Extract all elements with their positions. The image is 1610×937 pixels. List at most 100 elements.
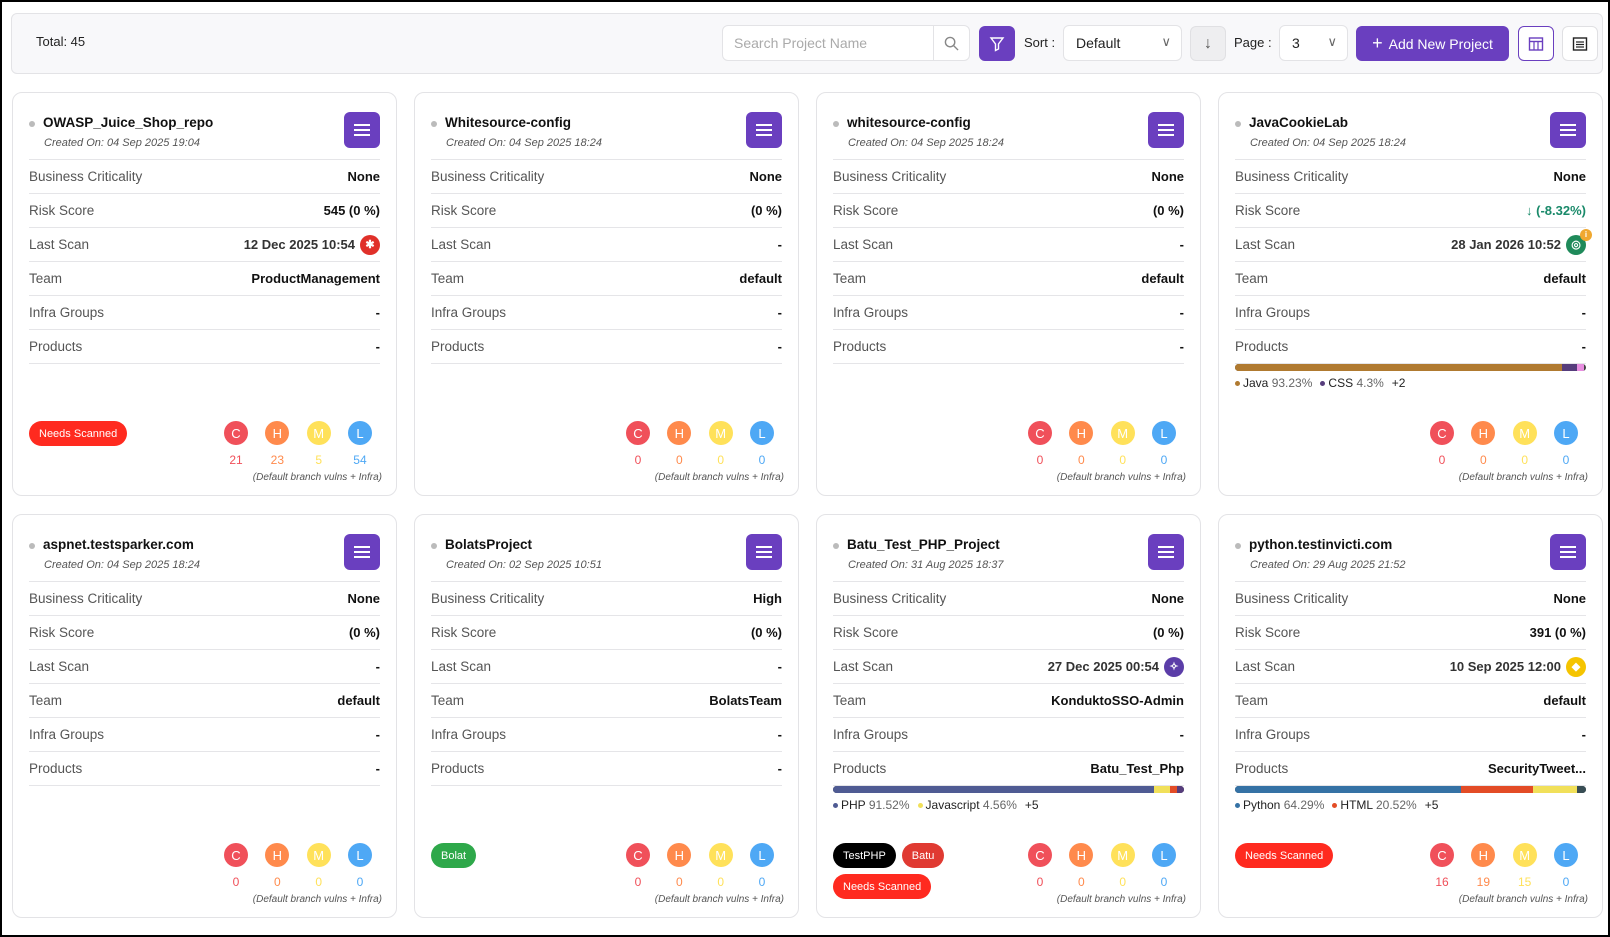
severity-count[interactable]: 0 <box>717 453 724 467</box>
project-card[interactable]: BolatsProject Created On: 02 Sep 2025 10… <box>414 514 799 918</box>
project-card[interactable]: Batu_Test_PHP_Project Created On: 31 Aug… <box>816 514 1201 918</box>
project-menu-button[interactable] <box>344 112 380 148</box>
tag-badge[interactable]: Needs Scanned <box>29 421 128 446</box>
add-new-project-button[interactable]: + Add New Project <box>1356 26 1509 61</box>
sort-select[interactable]: Default ∨ <box>1063 25 1182 61</box>
page-value: 3 <box>1292 35 1300 51</box>
detail-label: Last Scan <box>1235 659 1296 674</box>
severity-count[interactable]: 19 <box>1476 875 1490 889</box>
hamburger-icon <box>756 124 772 136</box>
project-name[interactable]: whitesource-config <box>847 115 971 130</box>
severity-count[interactable]: 54 <box>353 453 367 467</box>
severity-count[interactable]: 0 <box>1077 875 1085 889</box>
severity-badge: H <box>1471 843 1496 867</box>
severity-count[interactable]: 21 <box>229 453 243 467</box>
severity-count[interactable]: 0 <box>1521 453 1528 467</box>
filter-button[interactable] <box>979 26 1015 61</box>
list-view-button[interactable] <box>1562 26 1598 61</box>
severity-count[interactable]: 0 <box>232 875 240 889</box>
status-dot <box>29 121 35 127</box>
project-card[interactable]: python.testinvicti.com Created On: 29 Au… <box>1218 514 1603 918</box>
project-name[interactable]: aspnet.testsparker.com <box>43 537 194 552</box>
severity-count[interactable]: 5 <box>315 453 322 467</box>
project-card[interactable]: Whitesource-config Created On: 04 Sep 20… <box>414 92 799 496</box>
detail-value: - <box>375 761 380 776</box>
project-card[interactable]: whitesource-config Created On: 04 Sep 20… <box>816 92 1201 496</box>
detail-label: Team <box>1235 693 1269 708</box>
severity-count[interactable]: 0 <box>758 453 766 467</box>
severity-count[interactable]: 0 <box>634 875 642 889</box>
severity-count[interactable]: 0 <box>1036 453 1044 467</box>
project-name[interactable]: OWASP_Juice_Shop_repo <box>43 115 214 130</box>
severity-summary: C H M L 0 0 0 0 (Default branch vulns + Infra) <box>1022 843 1186 905</box>
project-card[interactable]: aspnet.testsparker.com Created On: 04 Se… <box>12 514 397 918</box>
project-card[interactable]: JavaCookieLab Created On: 04 Sep 2025 18… <box>1218 92 1603 496</box>
detail-value: - <box>375 305 380 320</box>
severity-count[interactable]: 0 <box>1562 875 1570 889</box>
search-input[interactable] <box>723 26 933 60</box>
severity-count[interactable]: 0 <box>1119 453 1126 467</box>
severity-count[interactable]: 0 <box>1036 875 1044 889</box>
severity-count[interactable]: 0 <box>273 875 281 889</box>
tag-badge[interactable]: Bolat <box>431 843 477 868</box>
detail-row-infra-groups: Infra Groups - <box>1235 718 1586 752</box>
project-menu-button[interactable] <box>344 534 380 570</box>
tag-badge[interactable]: Batu <box>901 843 945 868</box>
severity-count[interactable]: 0 <box>1479 453 1487 467</box>
scanner-icon: ✧ <box>1164 656 1184 677</box>
severity-count[interactable]: 0 <box>1119 875 1126 889</box>
severity-count[interactable]: 0 <box>1160 875 1168 889</box>
language-segment <box>1170 786 1177 793</box>
project-name[interactable]: BolatsProject <box>445 537 533 552</box>
severity-count[interactable]: 0 <box>1562 453 1570 467</box>
severity-count[interactable]: 23 <box>270 453 284 467</box>
detail-label: Business Criticality <box>1235 591 1349 606</box>
severity-count[interactable]: 0 <box>1077 453 1085 467</box>
severity-count[interactable]: 0 <box>634 453 642 467</box>
project-card[interactable]: OWASP_Juice_Shop_repo Created On: 04 Sep… <box>12 92 397 496</box>
project-menu-button[interactable] <box>746 534 782 570</box>
tag-badge[interactable]: Needs Scanned <box>1235 843 1334 868</box>
severity-count[interactable]: 0 <box>1160 453 1168 467</box>
detail-label: Team <box>29 271 63 286</box>
sort-direction-button[interactable]: ↓ <box>1190 26 1226 61</box>
severity-count[interactable]: 0 <box>315 875 322 889</box>
severity-count[interactable]: 0 <box>675 453 683 467</box>
severity-count[interactable]: 0 <box>758 875 766 889</box>
project-details: Business Criticality None Risk Score 391 (0… <box>1235 581 1586 786</box>
hamburger-icon <box>354 546 370 558</box>
project-name[interactable]: Whitesource-config <box>445 115 572 130</box>
grid-view-button[interactable] <box>1518 26 1554 61</box>
severity-summary: C H M L 0 0 0 0 (Default branch vulns + Infra) <box>1424 421 1588 483</box>
severity-badge: M <box>708 421 733 445</box>
project-menu-button[interactable] <box>746 112 782 148</box>
more-languages[interactable]: +2 <box>1391 376 1406 390</box>
status-dot <box>431 543 437 549</box>
severity-badge: L <box>1553 421 1578 445</box>
severity-summary: C H M L 16 19 15 0 (Default branch vulns + Infra… <box>1424 843 1588 905</box>
project-name[interactable]: JavaCookieLab <box>1249 115 1349 130</box>
project-name[interactable]: Batu_Test_PHP_Project <box>847 537 1000 552</box>
project-menu-button[interactable] <box>1148 112 1184 148</box>
severity-footnote: (Default branch vulns + Infra) <box>654 894 784 905</box>
severity-count[interactable]: 15 <box>1517 875 1532 889</box>
severity-count[interactable]: 0 <box>1438 453 1446 467</box>
page-select[interactable]: 3 ∨ <box>1279 25 1348 61</box>
search-button[interactable] <box>933 26 969 60</box>
severity-count[interactable]: 0 <box>675 875 683 889</box>
project-menu-button[interactable] <box>1550 534 1586 570</box>
more-languages[interactable]: +5 <box>1424 798 1439 812</box>
detail-label: Last Scan <box>833 659 894 674</box>
detail-row-infra-groups: Infra Groups - <box>29 296 380 330</box>
project-menu-button[interactable] <box>1550 112 1586 148</box>
detail-row-products: Products - <box>431 752 782 786</box>
project-name[interactable]: python.testinvicti.com <box>1249 537 1393 552</box>
tag-badge[interactable]: TestPHP <box>833 843 896 868</box>
tag-badge[interactable]: Needs Scanned <box>833 874 932 899</box>
severity-count[interactable]: 0 <box>356 875 364 889</box>
severity-count[interactable]: 16 <box>1435 875 1449 889</box>
created-date: Created On: 04 Sep 2025 18:24 <box>1250 137 1406 149</box>
more-languages[interactable]: +5 <box>1024 798 1039 812</box>
severity-count[interactable]: 0 <box>717 875 724 889</box>
project-menu-button[interactable] <box>1148 534 1184 570</box>
